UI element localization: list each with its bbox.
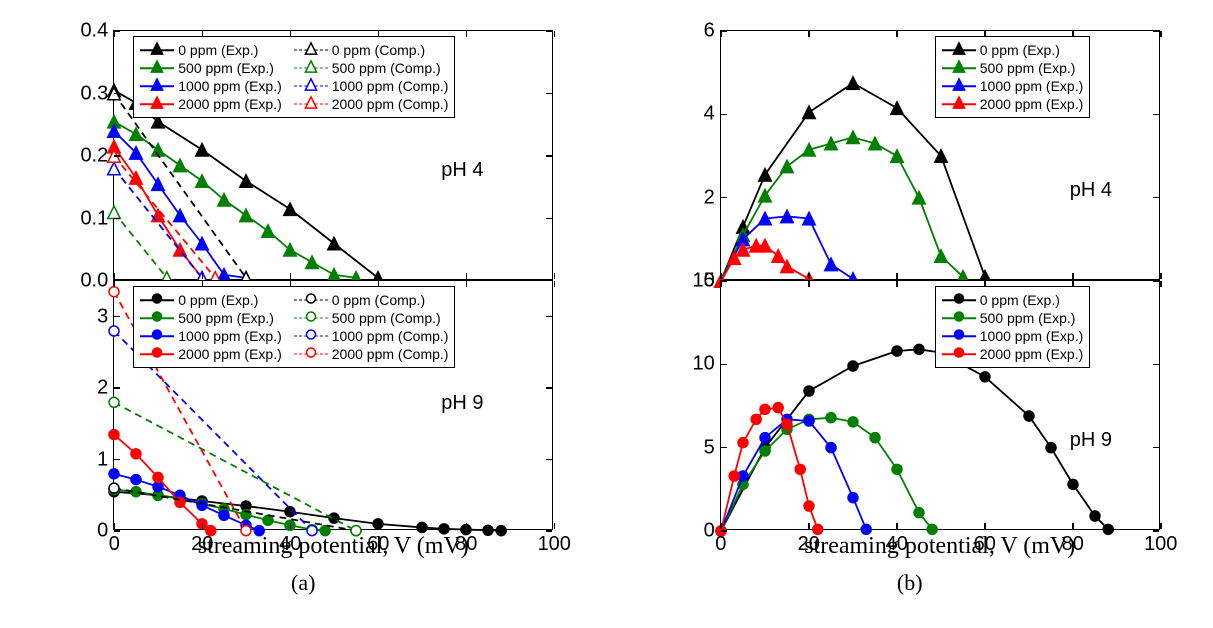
panel-a-upper-legend: 0 ppm (Exp.)500 ppm (Exp.)1000 ppm (Exp.… bbox=[133, 36, 455, 118]
panel-a-lower-legend: 0 ppm (Exp.)500 ppm (Exp.)1000 ppm (Exp.… bbox=[133, 286, 455, 368]
legend-entry: 2000 ppm (Comp.) bbox=[294, 345, 449, 363]
legend-entry: 500 ppm (Comp.) bbox=[294, 309, 449, 327]
x-tick-label: 100 bbox=[1144, 533, 1177, 556]
x-tick-label: 80 bbox=[1062, 533, 1084, 556]
y-tick-label: 1 bbox=[97, 448, 108, 471]
y-tick-label: 2 bbox=[704, 186, 715, 209]
legend-entry: 2000 ppm (Comp.) bbox=[294, 95, 449, 113]
y-tick-label: 0 bbox=[97, 520, 108, 543]
legend-entry: 1000 ppm (Exp.) bbox=[942, 77, 1084, 95]
legend-entry: 500 ppm (Exp.) bbox=[942, 309, 1084, 327]
x-tick-label: 80 bbox=[455, 533, 477, 556]
y-tick-label: 0.1 bbox=[80, 207, 108, 230]
y-tick-label: 0.4 bbox=[80, 20, 108, 43]
legend-entry: 0 ppm (Comp.) bbox=[294, 41, 449, 59]
panel-a-chart-area: streaming current, I (nA) streaming pote… bbox=[23, 10, 583, 550]
legend-entry: 1000 ppm (Comp.) bbox=[294, 77, 449, 95]
legend-entry: 1000 ppm (Exp.) bbox=[942, 327, 1084, 345]
legend-entry: 1000 ppm (Exp.) bbox=[140, 327, 282, 345]
panel-b-lower-annotation: pH 9 bbox=[1070, 429, 1112, 452]
legend-entry: 1000 ppm (Comp.) bbox=[294, 327, 449, 345]
y-tick-label: 6 bbox=[704, 20, 715, 43]
legend-entry: 2000 ppm (Exp.) bbox=[942, 345, 1084, 363]
legend-entry: 500 ppm (Exp.) bbox=[140, 309, 282, 327]
y-tick-label: 15 bbox=[693, 270, 715, 293]
panel-a-upper-annotation: pH 4 bbox=[441, 159, 483, 182]
panel-a-xlabel: streaming potential, V (mV) bbox=[113, 533, 553, 560]
panel-a-caption: (a) bbox=[291, 570, 315, 596]
y-tick-label: 3 bbox=[97, 305, 108, 328]
y-tick-label: 10 bbox=[693, 353, 715, 376]
legend-entry: 0 ppm (Exp.) bbox=[140, 41, 282, 59]
y-tick-label: 0.0 bbox=[80, 270, 108, 293]
legend-entry: 2000 ppm (Exp.) bbox=[942, 95, 1084, 113]
panel-b-upper-legend: 0 ppm (Exp.)500 ppm (Exp.)1000 ppm (Exp.… bbox=[935, 36, 1091, 118]
panel-a-lower-annotation: pH 9 bbox=[441, 392, 483, 415]
panel-b-caption: (b) bbox=[897, 570, 923, 596]
legend-entry: 0 ppm (Exp.) bbox=[140, 291, 282, 309]
legend-entry: 500 ppm (Exp.) bbox=[942, 59, 1084, 77]
y-tick-label: 0.2 bbox=[80, 145, 108, 168]
y-tick-label: 0.3 bbox=[80, 82, 108, 105]
legend-entry: 0 ppm (Exp.) bbox=[942, 291, 1084, 309]
x-tick-label: 40 bbox=[279, 533, 301, 556]
x-tick-label: 60 bbox=[367, 533, 389, 556]
legend-entry: 0 ppm (Exp.) bbox=[942, 41, 1084, 59]
figure: streaming current, I (nA) streaming pote… bbox=[0, 0, 1213, 628]
x-tick-label: 40 bbox=[886, 533, 908, 556]
panel-b-lower-legend: 0 ppm (Exp.)500 ppm (Exp.)1000 ppm (Exp.… bbox=[935, 286, 1091, 368]
x-tick-label: 100 bbox=[538, 533, 571, 556]
x-tick-label: 0 bbox=[715, 533, 726, 556]
panel-b-chart-area: Outout power, Pout (pW) streaming potent… bbox=[630, 10, 1190, 550]
panel-b: Outout power, Pout (pW) streaming potent… bbox=[607, 10, 1213, 628]
legend-entry: 2000 ppm (Exp.) bbox=[140, 95, 282, 113]
panel-b-upper-annotation: pH 4 bbox=[1070, 179, 1112, 202]
y-tick-label: 2 bbox=[97, 377, 108, 400]
legend-entry: 0 ppm (Comp.) bbox=[294, 291, 449, 309]
legend-entry: 2000 ppm (Exp.) bbox=[140, 345, 282, 363]
panel-a: streaming current, I (nA) streaming pote… bbox=[0, 10, 607, 628]
x-tick-label: 20 bbox=[798, 533, 820, 556]
legend-entry: 500 ppm (Exp.) bbox=[140, 59, 282, 77]
x-tick-label: 0 bbox=[109, 533, 120, 556]
y-tick-label: 0 bbox=[704, 520, 715, 543]
x-tick-label: 20 bbox=[191, 533, 213, 556]
y-tick-label: 5 bbox=[704, 436, 715, 459]
panel-b-xlabel: streaming potential, V (mV) bbox=[720, 533, 1160, 560]
x-tick-label: 60 bbox=[974, 533, 996, 556]
y-tick-label: 4 bbox=[704, 103, 715, 126]
legend-entry: 500 ppm (Comp.) bbox=[294, 59, 449, 77]
legend-entry: 1000 ppm (Exp.) bbox=[140, 77, 282, 95]
